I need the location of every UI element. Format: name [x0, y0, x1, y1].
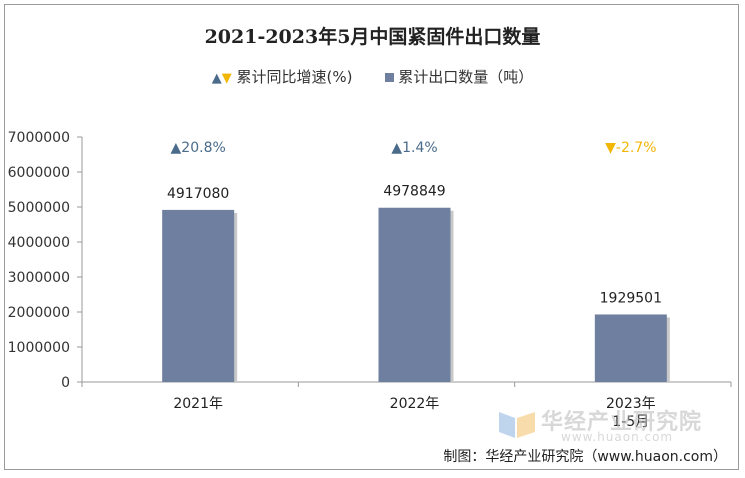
y-tick-label: 6000000: [8, 165, 70, 181]
x-tick-label: 2021年: [173, 396, 223, 412]
growth-label: ▼-2.7%: [605, 140, 656, 156]
chart-title: 2021-2023年5月中国紧固件出口数量: [204, 26, 541, 48]
footer-credit: 制图：华经产业研究院（www.huaon.com）: [443, 449, 727, 465]
legend-item-growth: ▲▼ 累计同比增速(%): [212, 66, 353, 87]
growth-label: ▲1.4%: [391, 140, 437, 156]
y-tick-label: 7000000: [8, 130, 70, 146]
legend-growth-label: 累计同比增速(%): [236, 68, 353, 86]
bar-value-label: 4917080: [167, 186, 229, 202]
legend: ▲▼ 累计同比增速(%) 累计出口数量（吨）: [0, 66, 745, 87]
y-tick-label: 1000000: [8, 340, 70, 356]
y-tick-label: 5000000: [8, 200, 70, 216]
triangle-down-icon: ▼: [221, 71, 232, 86]
y-tick-label: 0: [61, 375, 70, 391]
watermark: 华经产业研究院 www.huaon.com: [497, 404, 727, 444]
legend-swatch: [385, 73, 395, 82]
bar-value-label: 4978849: [383, 184, 445, 200]
y-tick-label: 2000000: [8, 305, 70, 321]
chart-frame: [4, 4, 739, 470]
triangle-up-icon: ▲: [211, 71, 222, 86]
watermark-url: www.huaon.com: [561, 430, 674, 444]
x-tick-label: 2023年: [606, 396, 656, 412]
x-tick-label: 2022年: [390, 396, 440, 412]
legend-item-volume: 累计出口数量（吨）: [385, 66, 533, 87]
growth-label: ▲20.8%: [171, 140, 226, 156]
logo-icon: [499, 412, 535, 438]
bar: [162, 209, 235, 382]
watermark-name: 华经产业研究院: [541, 410, 703, 435]
y-tick-label: 4000000: [8, 235, 70, 251]
y-tick-label: 3000000: [8, 270, 70, 286]
x-tick-label: 1-5月: [612, 414, 649, 430]
bar: [378, 207, 451, 382]
bar: [594, 314, 667, 382]
bar-value-label: 1929501: [600, 290, 662, 306]
legend-volume-label: 累计出口数量（吨）: [398, 68, 534, 86]
